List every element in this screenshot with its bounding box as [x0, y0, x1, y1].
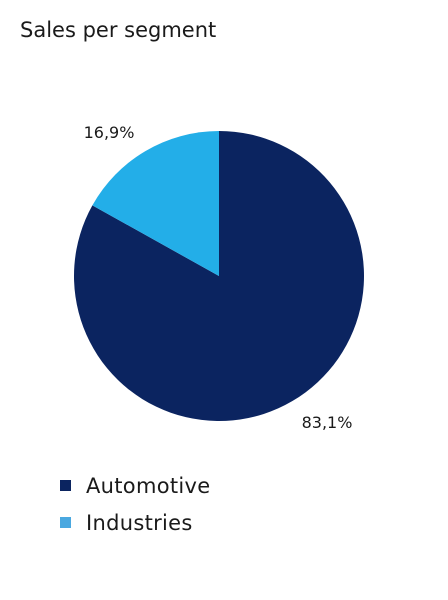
chart-title: Sales per segment	[20, 18, 217, 42]
pie-slice-automotive[interactable]	[74, 131, 364, 422]
legend-label-industries: Industries	[86, 510, 193, 535]
pie-chart: 83,1% 16,9%	[74, 123, 364, 432]
pie-slice-labels: 83,1% 16,9%	[84, 123, 353, 432]
legend-item-automotive[interactable]: Automotive	[60, 467, 210, 504]
legend-label-automotive: Automotive	[86, 473, 211, 498]
legend-swatch-industries	[60, 517, 71, 528]
slice-label-automotive: 83,1%	[302, 413, 353, 432]
legend: Automotive Industries	[60, 467, 210, 541]
pie-slices	[74, 131, 364, 422]
legend-swatch-automotive	[60, 480, 71, 491]
legend-item-industries[interactable]: Industries	[60, 504, 210, 541]
pie-slice-industries[interactable]	[92, 131, 219, 276]
slice-label-industries: 16,9%	[84, 123, 135, 142]
